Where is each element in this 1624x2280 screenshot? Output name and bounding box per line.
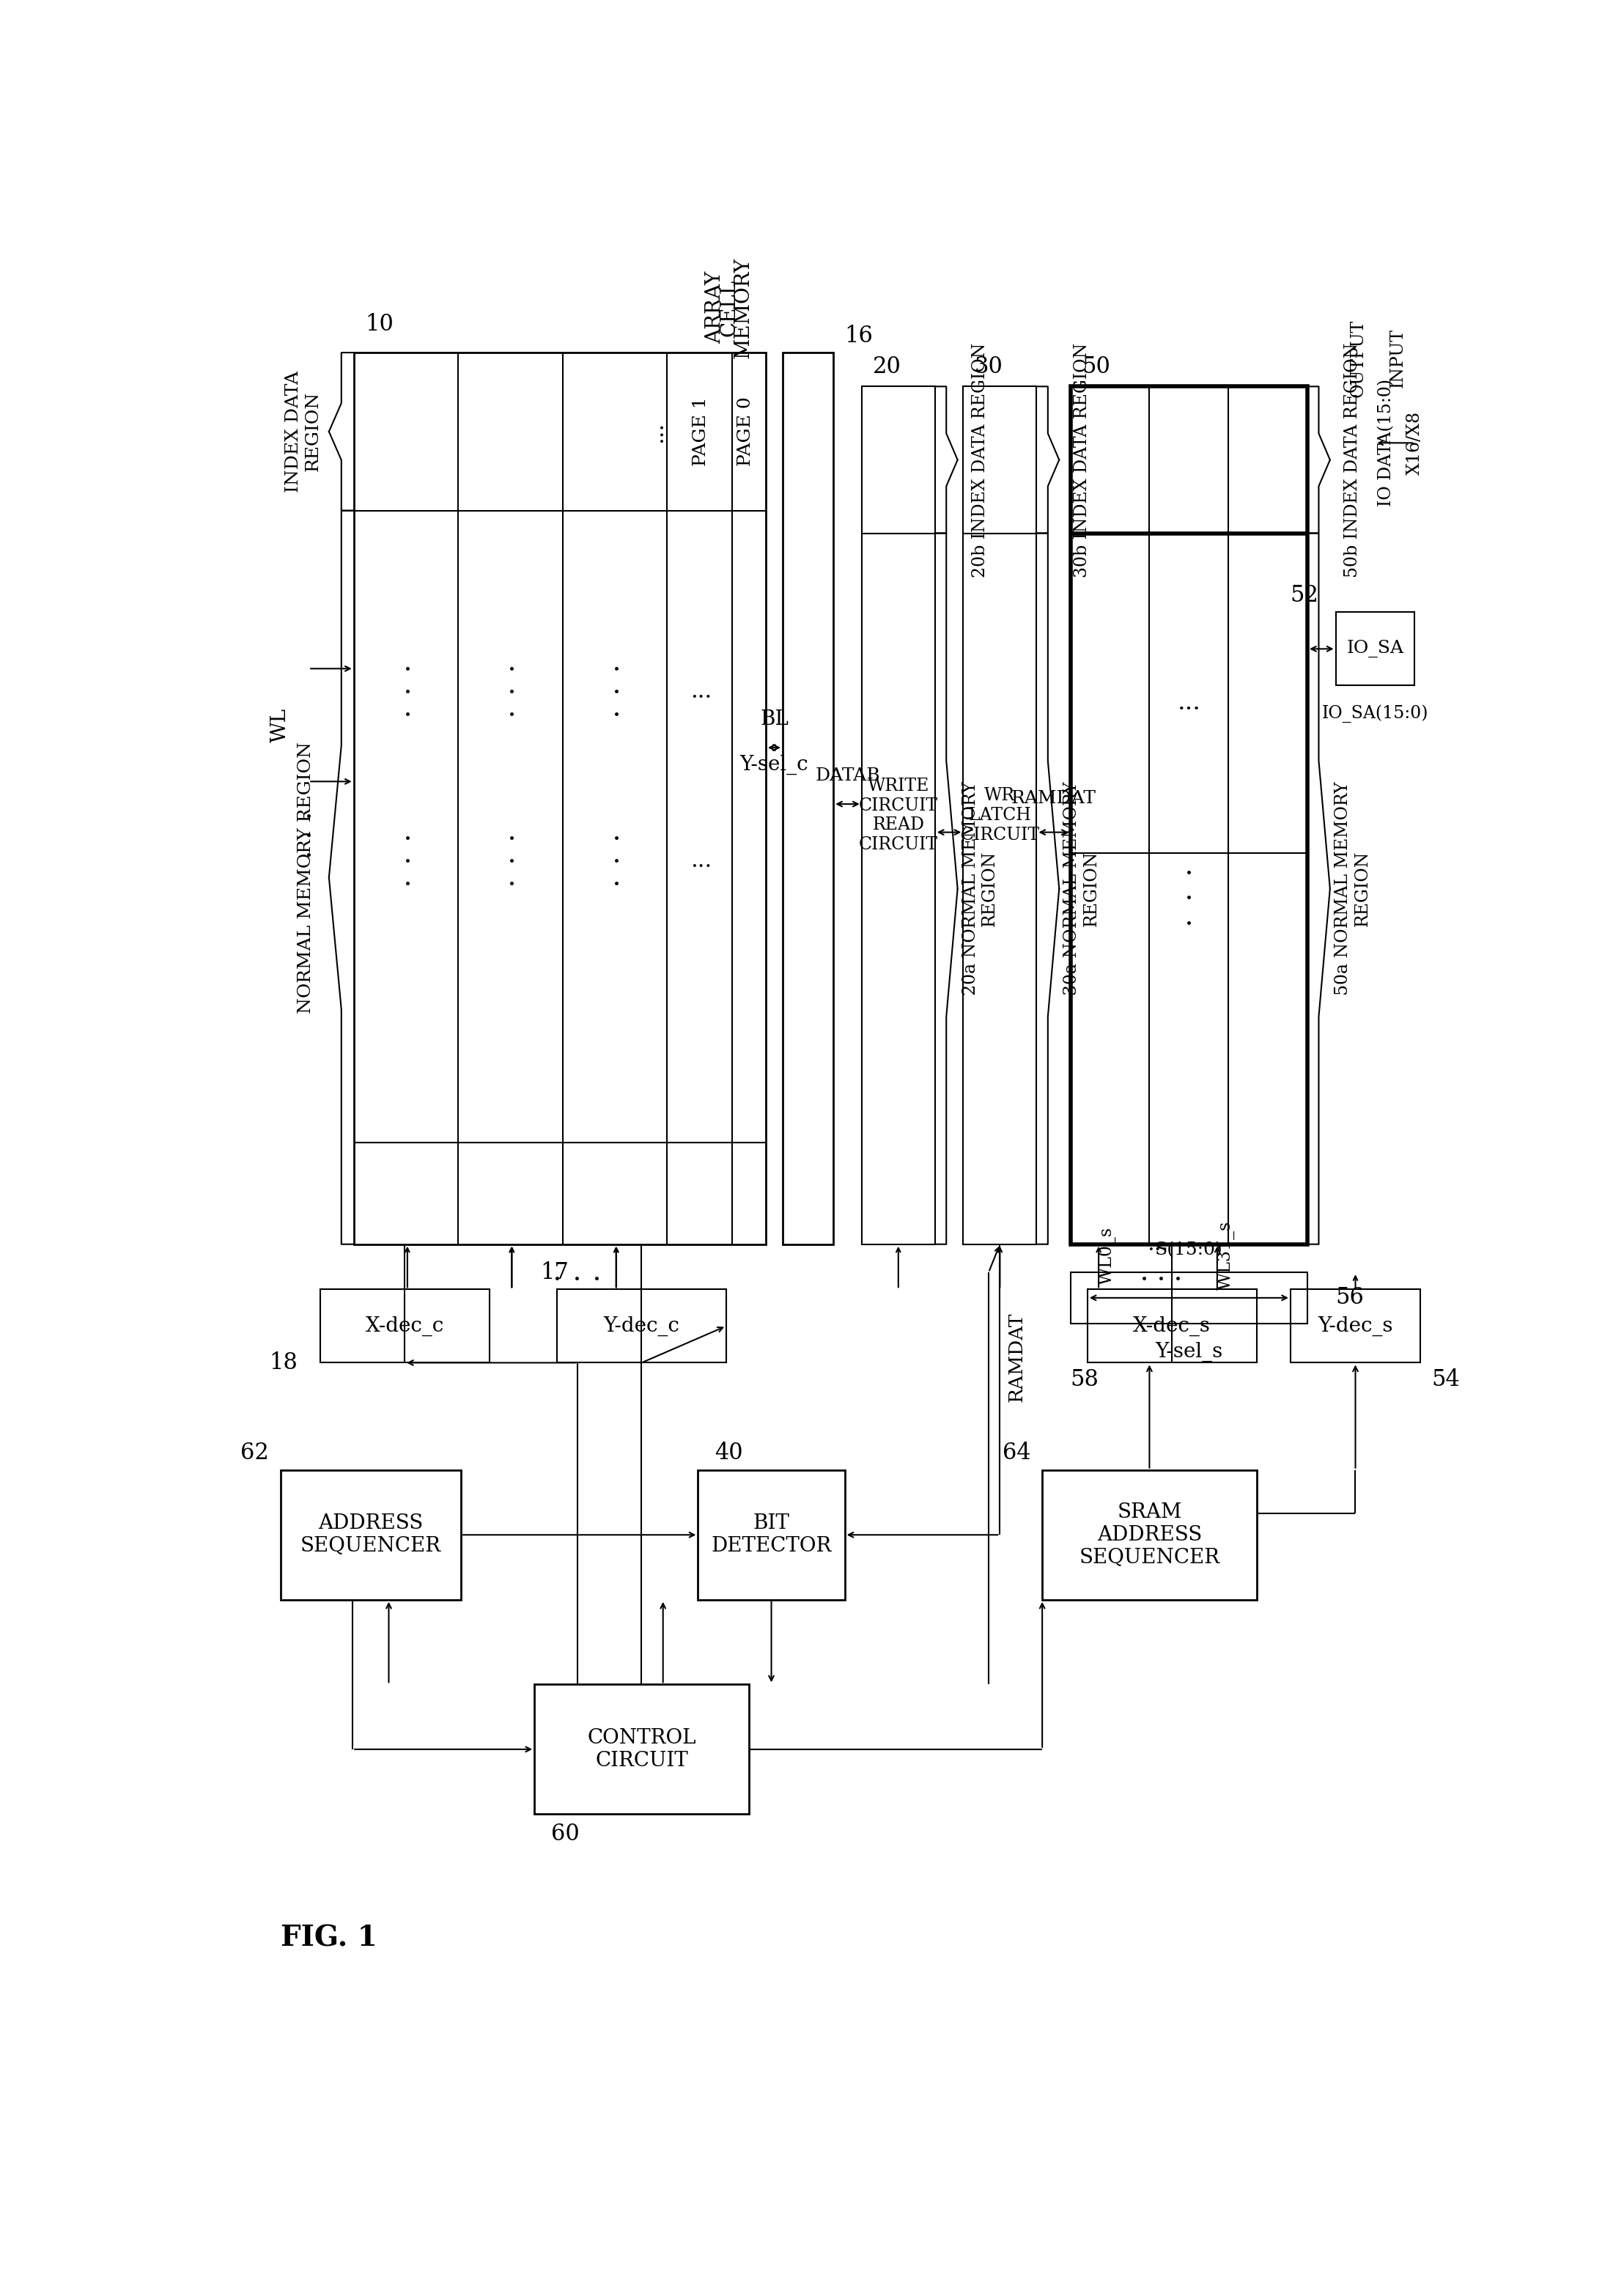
Text: NORMAL MEMORY REGION: NORMAL MEMORY REGION	[297, 741, 313, 1012]
Text: Y-dec_c: Y-dec_c	[604, 1316, 679, 1336]
Text: Y-sel_c: Y-sel_c	[741, 755, 809, 775]
Text: 58: 58	[1070, 1368, 1099, 1391]
Text: ...: ...	[690, 848, 711, 871]
Text: ...: ...	[1147, 1233, 1169, 1256]
Text: 20b INDEX DATA REGION: 20b INDEX DATA REGION	[971, 342, 989, 577]
Text: 18: 18	[270, 1352, 297, 1375]
Text: INPUT: INPUT	[1389, 328, 1406, 388]
Text: WL: WL	[271, 707, 291, 743]
Bar	[698, 1471, 844, 1601]
Text: 64: 64	[1002, 1441, 1031, 1464]
Text: S(15:0): S(15:0)	[1155, 1240, 1223, 1259]
Text: INDEX DATA
REGION: INDEX DATA REGION	[284, 372, 322, 492]
Bar	[963, 388, 1036, 1245]
Bar	[281, 1471, 461, 1601]
Text: CONTROL
CIRCUIT: CONTROL CIRCUIT	[588, 1728, 697, 1772]
Bar	[1070, 1272, 1307, 1322]
Bar	[783, 353, 833, 1245]
Bar	[1043, 1471, 1257, 1601]
Bar	[1291, 1290, 1421, 1363]
Bar	[862, 388, 935, 1245]
Text: ...: ...	[1177, 691, 1200, 714]
Text: Y-dec_s: Y-dec_s	[1317, 1316, 1393, 1336]
Bar	[1070, 388, 1307, 1245]
Text: 30b INDEX DATA REGION: 30b INDEX DATA REGION	[1073, 342, 1090, 577]
Text: 60: 60	[551, 1822, 580, 1845]
Text: OUTPUT: OUTPUT	[1350, 319, 1367, 397]
Bar	[557, 1290, 726, 1363]
Text: WL31_s: WL31_s	[1216, 1222, 1234, 1290]
Text: 56: 56	[1335, 1286, 1364, 1309]
Text: 20: 20	[874, 356, 901, 378]
Text: PAGE 1: PAGE 1	[692, 397, 710, 467]
Text: 17: 17	[541, 1261, 568, 1284]
Text: 50: 50	[1082, 356, 1111, 378]
Text: SRAM
ADDRESS
SEQUENCER: SRAM ADDRESS SEQUENCER	[1078, 1503, 1220, 1569]
Text: RAMDAT: RAMDAT	[1007, 1313, 1026, 1402]
Text: 54: 54	[1432, 1368, 1460, 1391]
Text: WR
LATCH
CIRCUIT: WR LATCH CIRCUIT	[960, 787, 1039, 844]
Text: X16/X8: X16/X8	[1406, 410, 1423, 474]
Text: 50a NORMAL MEMORY
REGION: 50a NORMAL MEMORY REGION	[1335, 782, 1371, 996]
Text: 52: 52	[1289, 584, 1319, 606]
Text: CELL: CELL	[719, 278, 739, 335]
Text: RAMDAT: RAMDAT	[1012, 789, 1096, 807]
Text: FIG. 1: FIG. 1	[281, 1924, 377, 1952]
Text: WRITE
CIRCUIT
READ
CIRCUIT: WRITE CIRCUIT READ CIRCUIT	[859, 777, 939, 853]
Text: 10: 10	[365, 312, 393, 335]
Text: ADDRESS
SEQUENCER: ADDRESS SEQUENCER	[300, 1514, 442, 1557]
Text: ...: ...	[690, 679, 711, 702]
Text: X-dec_c: X-dec_c	[365, 1316, 443, 1336]
Bar	[1335, 613, 1415, 686]
Text: 16: 16	[844, 324, 874, 347]
Text: IO_SA: IO_SA	[1346, 641, 1403, 657]
Text: ARRAY: ARRAY	[705, 271, 724, 344]
Text: 40: 40	[715, 1441, 744, 1464]
Text: 62: 62	[240, 1441, 270, 1464]
Text: 50b INDEX DATA REGION: 50b INDEX DATA REGION	[1345, 342, 1361, 577]
Text: 30: 30	[974, 356, 1004, 378]
Text: MEMORY: MEMORY	[734, 258, 754, 358]
Text: ...: ...	[645, 422, 667, 442]
Bar	[534, 1685, 749, 1815]
Text: IO_SA(15:0): IO_SA(15:0)	[1322, 705, 1429, 723]
Text: PAGE 0: PAGE 0	[737, 397, 755, 467]
Text: BL: BL	[760, 709, 788, 730]
Text: BIT
DETECTOR: BIT DETECTOR	[711, 1514, 831, 1557]
Text: X-dec_s: X-dec_s	[1134, 1316, 1212, 1336]
Text: 30a NORMAL MEMORY
REGION: 30a NORMAL MEMORY REGION	[1064, 782, 1099, 996]
Bar	[354, 353, 765, 1245]
Text: IO DATA(15:0): IO DATA(15:0)	[1379, 378, 1395, 506]
Text: Y-sel_s: Y-sel_s	[1155, 1341, 1223, 1361]
Bar	[1088, 1290, 1257, 1363]
Text: DATAB: DATAB	[815, 768, 880, 784]
Bar	[320, 1290, 489, 1363]
Text: WL0_s: WL0_s	[1099, 1227, 1116, 1284]
Text: 20a NORMAL MEMORY
REGION: 20a NORMAL MEMORY REGION	[961, 782, 999, 996]
